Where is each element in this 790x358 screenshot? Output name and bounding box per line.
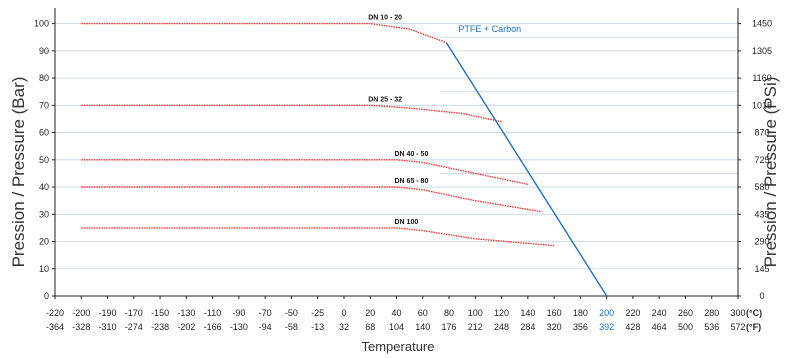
x-tick-label-fahrenheit: 572	[730, 322, 745, 332]
x-tick-label-fahrenheit: 284	[520, 322, 535, 332]
x-tick-label-celsius: 240	[652, 308, 667, 318]
series-label: DN 100	[395, 219, 419, 226]
x-tick-label-celsius: -90	[232, 308, 245, 318]
x-tick-label-fahrenheit: 464	[652, 322, 667, 332]
x-tick-label-fahrenheit: 212	[468, 322, 483, 332]
x-tick-label-celsius: -130	[177, 308, 195, 318]
x-tick-label-celsius: 140	[520, 308, 535, 318]
y-tick-label-right: 0	[759, 291, 764, 301]
x-tick-label-celsius: 100	[468, 308, 483, 318]
x-tick-label-celsius: -25	[311, 308, 324, 318]
x-tick-label-celsius: 180	[573, 308, 588, 318]
x-tick-label-fahrenheit: -328	[72, 322, 90, 332]
x-tick-label-celsius: 260	[678, 308, 693, 318]
y-axis-title-left: Pression / Pressure (Bar)	[9, 77, 28, 268]
x-tick-label-fahrenheit: 320	[547, 322, 562, 332]
y-tick-label-right: 290	[754, 237, 769, 247]
labels: 0 10 20 30 40 50 60 70 80 90 100 0 145 290 435 580 725 87…	[34, 15, 772, 332]
series-label: DN 10 - 20	[368, 15, 402, 22]
series-label: DN 25 - 32	[368, 96, 402, 103]
x-tick-label-fahrenheit: -310	[99, 322, 117, 332]
x-tick-label-fahrenheit: -238	[151, 322, 169, 332]
series-lines	[81, 22, 608, 297]
x-tick-label-fahrenheit: 140	[415, 322, 430, 332]
y-tick-label-left: 80	[39, 73, 49, 83]
x-tick-label-fahrenheit: 32	[339, 322, 349, 332]
x-tick-label-fahrenheit: 392	[599, 322, 614, 332]
x-tick-label-fahrenheit: 356	[573, 322, 588, 332]
x-tick-label-fahrenheit: -94	[259, 322, 272, 332]
x-tick-label-celsius: 300	[730, 308, 745, 318]
x-tick-label-celsius: 0	[341, 308, 346, 318]
y-tick-label-right: 725	[754, 155, 769, 165]
x-tick-label-fahrenheit: -13	[311, 322, 324, 332]
grid	[55, 23, 738, 270]
x-unit-fahrenheit: (°F)	[746, 322, 761, 332]
x-tick-label-celsius: 80	[444, 308, 454, 318]
y-tick-label-right: 1450	[752, 19, 772, 29]
limit-line-label: PTFE + Carbon	[458, 24, 521, 34]
x-tick-label-fahrenheit: -58	[285, 322, 298, 332]
y-tick-label-right: 145	[754, 264, 769, 274]
x-tick-label-celsius: 20	[365, 308, 375, 318]
x-tick-label-fahrenheit: -202	[177, 322, 195, 332]
series-line	[81, 227, 555, 247]
x-tick-label-celsius: -150	[151, 308, 169, 318]
x-tick-label-fahrenheit: 176	[442, 322, 457, 332]
y-tick-label-left: 10	[39, 264, 49, 274]
x-tick-label-celsius: -170	[125, 308, 143, 318]
y-tick-label-left: 20	[39, 237, 49, 247]
y-tick-label-left: 0	[44, 291, 49, 301]
y-tick-label-right: 580	[754, 182, 769, 192]
y-tick-label-right: 870	[754, 128, 769, 138]
y-tick-label-left: 60	[39, 128, 49, 138]
series-line	[81, 159, 528, 185]
y-axis-title-right: Pression / Pressure (PSi)	[761, 77, 780, 268]
series-line	[81, 22, 447, 44]
x-axis-title: Temperature	[362, 339, 435, 354]
y-tick-label-left: 50	[39, 155, 49, 165]
y-tick-label-right: 1015	[752, 100, 772, 110]
x-tick-label-fahrenheit: -130	[230, 322, 248, 332]
x-tick-label-fahrenheit: -274	[125, 322, 143, 332]
series-line	[81, 104, 502, 123]
x-tick-label-fahrenheit: -166	[204, 322, 222, 332]
x-tick-label-celsius: 60	[418, 308, 428, 318]
x-tick-label-celsius: -200	[72, 308, 90, 318]
x-tick-label-celsius: -220	[46, 308, 64, 318]
x-tick-label-fahrenheit: 248	[494, 322, 509, 332]
x-tick-label-fahrenheit: 500	[678, 322, 693, 332]
x-tick-label-fahrenheit: 428	[625, 322, 640, 332]
y-tick-label-left: 90	[39, 46, 49, 56]
x-tick-label-celsius: 200	[599, 308, 614, 318]
x-tick-label-celsius: 120	[494, 308, 509, 318]
x-tick-label-celsius: -190	[99, 308, 117, 318]
series-label: DN 40 - 50	[395, 151, 429, 158]
x-tick-label-fahrenheit: 536	[704, 322, 719, 332]
x-tick-label-celsius: 280	[704, 308, 719, 318]
limit-line	[445, 42, 608, 297]
y-tick-label-left: 100	[34, 19, 49, 29]
series-label: DN 65 - 80	[395, 178, 429, 185]
y-tick-label-right: 1160	[752, 73, 771, 83]
y-tick-label-left: 30	[39, 209, 49, 219]
x-tick-label-celsius: 160	[547, 308, 562, 318]
x-tick-label-celsius: -50	[285, 308, 298, 318]
x-tick-label-celsius: 40	[391, 308, 401, 318]
x-tick-label-fahrenheit: 104	[389, 322, 404, 332]
x-tick-label-celsius: -70	[259, 308, 272, 318]
y-tick-label-left: 40	[39, 182, 49, 192]
series-line	[81, 186, 542, 213]
y-tick-label-right: 435	[754, 209, 769, 219]
axes	[52, 8, 741, 299]
y-tick-label-right: 1305	[752, 46, 772, 56]
x-unit-celsius: (°C)	[746, 308, 762, 318]
x-tick-label-fahrenheit: 68	[365, 322, 375, 332]
x-tick-label-fahrenheit: -364	[46, 322, 64, 332]
x-tick-label-celsius: -110	[204, 308, 221, 318]
y-tick-label-left: 70	[39, 100, 49, 110]
x-tick-label-celsius: 220	[625, 308, 640, 318]
